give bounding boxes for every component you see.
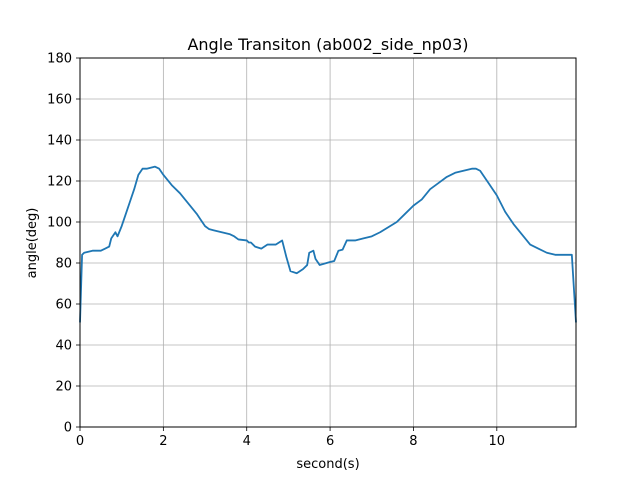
x-tick-label: 2	[159, 434, 167, 449]
y-tick-label: 20	[55, 380, 72, 395]
series-line	[79, 165, 577, 323]
y-tick-label: 140	[47, 134, 72, 149]
y-tick-label: 100	[47, 216, 72, 231]
x-axis-label: second(s)	[296, 457, 359, 472]
chart-title: Angle Transiton (ab002_side_np03)	[187, 35, 468, 55]
x-axis: 0 2 4 6 8 10	[76, 427, 505, 449]
x-tick-label: 10	[489, 434, 506, 449]
y-tick-label: 80	[55, 257, 72, 272]
y-tick-label: 180	[47, 52, 72, 67]
y-axis-label: angle(deg)	[25, 208, 40, 279]
x-tick-label: 0	[76, 434, 84, 449]
y-tick-label: 40	[55, 339, 72, 354]
x-tick-label: 8	[409, 434, 417, 449]
series-group	[79, 165, 577, 323]
y-tick-label: 0	[64, 421, 72, 436]
x-tick-label: 6	[326, 434, 334, 449]
y-axis: 0 20 40 60 80 100 120 140 160 180	[47, 52, 80, 436]
y-tick-label: 60	[55, 298, 72, 313]
y-tick-label: 160	[47, 93, 72, 108]
y-tick-label: 120	[47, 175, 72, 190]
plot-frame	[79, 57, 577, 428]
x-tick-label: 4	[243, 434, 251, 449]
grid-lines	[79, 57, 576, 428]
